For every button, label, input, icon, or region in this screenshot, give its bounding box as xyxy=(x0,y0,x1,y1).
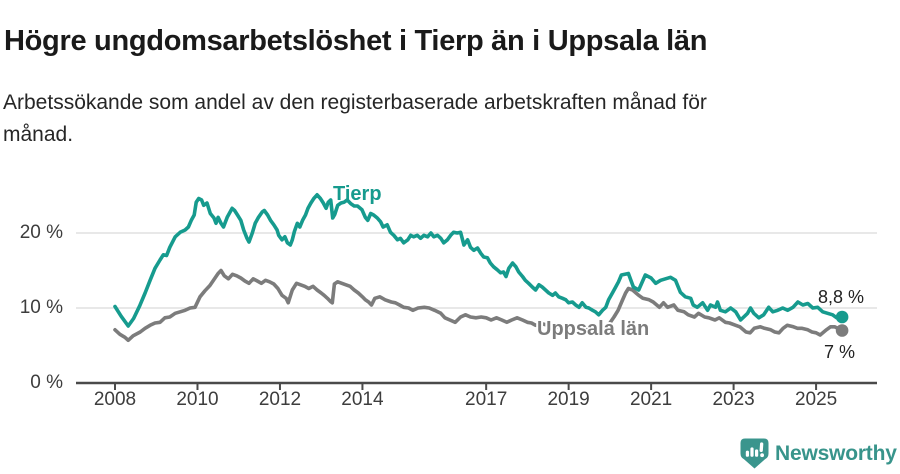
x-axis-label-2025: 2025 xyxy=(794,389,838,410)
x-axis-label-2010: 2010 xyxy=(176,389,219,410)
series-line-uppsala-l-n xyxy=(113,268,844,343)
end-value-label-tierp: 8,8 % xyxy=(817,287,864,307)
chart-subtitle: Arbetssökande som andel av den registerb… xyxy=(3,87,863,151)
series-end-dot-uppsala-l-n xyxy=(835,324,849,337)
x-axis-label-2017: 2017 xyxy=(465,389,508,410)
series-line-tierp xyxy=(113,192,844,328)
x-axis-label-2008: 2008 xyxy=(93,389,137,410)
newsworthy-logo[interactable]: Newsworthy xyxy=(740,438,897,469)
chart-area: 0 % 10 % 20 % 2008 2010 2012 2014 2017 2019 2021… xyxy=(0,140,900,474)
end-value-label-uppsala-lan: 7 % xyxy=(823,342,855,362)
y-axis-label-10: 10 % xyxy=(19,297,63,318)
y-axis-label-0: 0 % xyxy=(30,372,63,393)
newsworthy-brand-name: Newsworthy xyxy=(775,441,897,465)
series-label-uppsala-lan: Uppsala län xyxy=(537,318,650,340)
x-axis-label-2023: 2023 xyxy=(712,389,755,410)
x-axis-label-2014: 2014 xyxy=(341,389,384,410)
series-label-tierp: Tierp xyxy=(333,183,382,205)
subtitle-line-1: Arbetssökande som andel av den registerb… xyxy=(3,91,707,114)
series-end-dot-tierp xyxy=(835,310,849,324)
y-axis-label-20: 20 % xyxy=(19,222,63,243)
x-axis-label-2012: 2012 xyxy=(258,389,302,410)
newsworthy-logo-icon xyxy=(740,438,769,469)
x-axis-label-2021: 2021 xyxy=(629,389,673,410)
subtitle-line-2: månad. xyxy=(3,123,74,146)
x-axis-label-2019: 2019 xyxy=(547,389,590,410)
chart-svg xyxy=(76,192,877,390)
page-title: Högre ungdomsarbetslöshet i Tierp än i U… xyxy=(4,25,708,58)
